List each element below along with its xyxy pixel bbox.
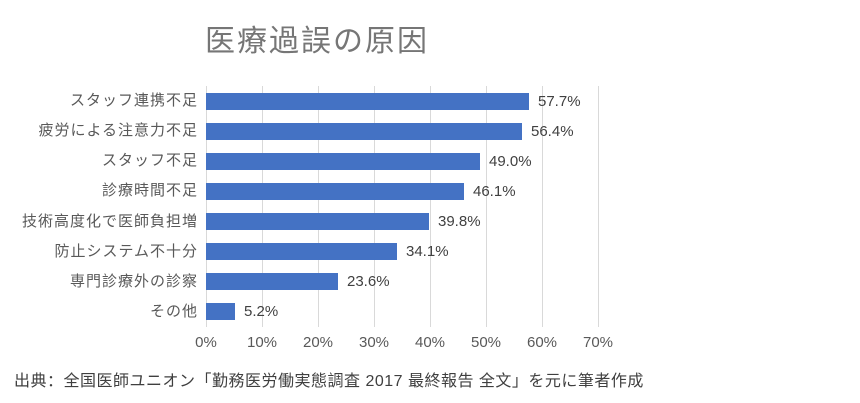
value-label: 34.1% xyxy=(406,243,449,260)
gridline xyxy=(542,86,543,327)
value-label: 5.2% xyxy=(244,303,279,320)
x-axis-tick-label: 40% xyxy=(414,334,446,351)
gridline xyxy=(430,86,431,327)
x-axis-tick-label: 20% xyxy=(302,334,334,351)
gridline xyxy=(374,86,375,327)
bar xyxy=(206,243,397,260)
bar xyxy=(206,303,235,320)
source-note: 出典：全国医師ユニオン「勤務医労働実態調査 2017 最終報告 全文」を元に筆者… xyxy=(14,373,644,390)
gridline xyxy=(206,86,207,327)
category-label: 診療時間不足 xyxy=(101,182,198,200)
bar xyxy=(206,273,338,290)
bar xyxy=(206,153,480,170)
x-axis-tick-label: 0% xyxy=(195,334,217,351)
chart-title: 医療過誤の原因 xyxy=(205,25,429,58)
category-label: 疲労による注意力不足 xyxy=(38,122,198,140)
x-axis-tick-label: 50% xyxy=(470,334,502,351)
value-label: 46.1% xyxy=(473,183,516,200)
value-label: 56.4% xyxy=(531,123,574,140)
category-label: 技術高度化で医師負担増 xyxy=(21,212,198,230)
value-label: 39.8% xyxy=(438,213,481,230)
gridline xyxy=(486,86,487,327)
category-label: 専門診療外の診察 xyxy=(69,272,198,290)
gridline xyxy=(318,86,319,327)
value-label: 23.6% xyxy=(347,273,390,290)
category-label: 防止システム不十分 xyxy=(54,242,198,260)
category-label: スタッフ不足 xyxy=(101,152,198,170)
bar xyxy=(206,183,464,200)
category-label: スタッフ連携不足 xyxy=(69,92,198,109)
x-axis-tick-label: 10% xyxy=(246,334,278,351)
gridline xyxy=(262,86,263,327)
plot-area: 57.7% 56.4% 49.0% 46.1% 39.8% 34.1% 23.6% 5.2% xyxy=(206,86,599,327)
x-axis-tick-label: 30% xyxy=(358,334,390,351)
category-label: その他 xyxy=(149,302,198,320)
bar xyxy=(206,213,429,230)
value-label: 49.0% xyxy=(489,153,532,170)
x-axis-tick-label: 70% xyxy=(582,334,614,351)
gridline xyxy=(598,86,599,327)
bar xyxy=(206,93,529,110)
value-label: 57.7% xyxy=(538,93,581,110)
x-axis-tick-label: 60% xyxy=(526,334,558,351)
bar xyxy=(206,123,522,140)
